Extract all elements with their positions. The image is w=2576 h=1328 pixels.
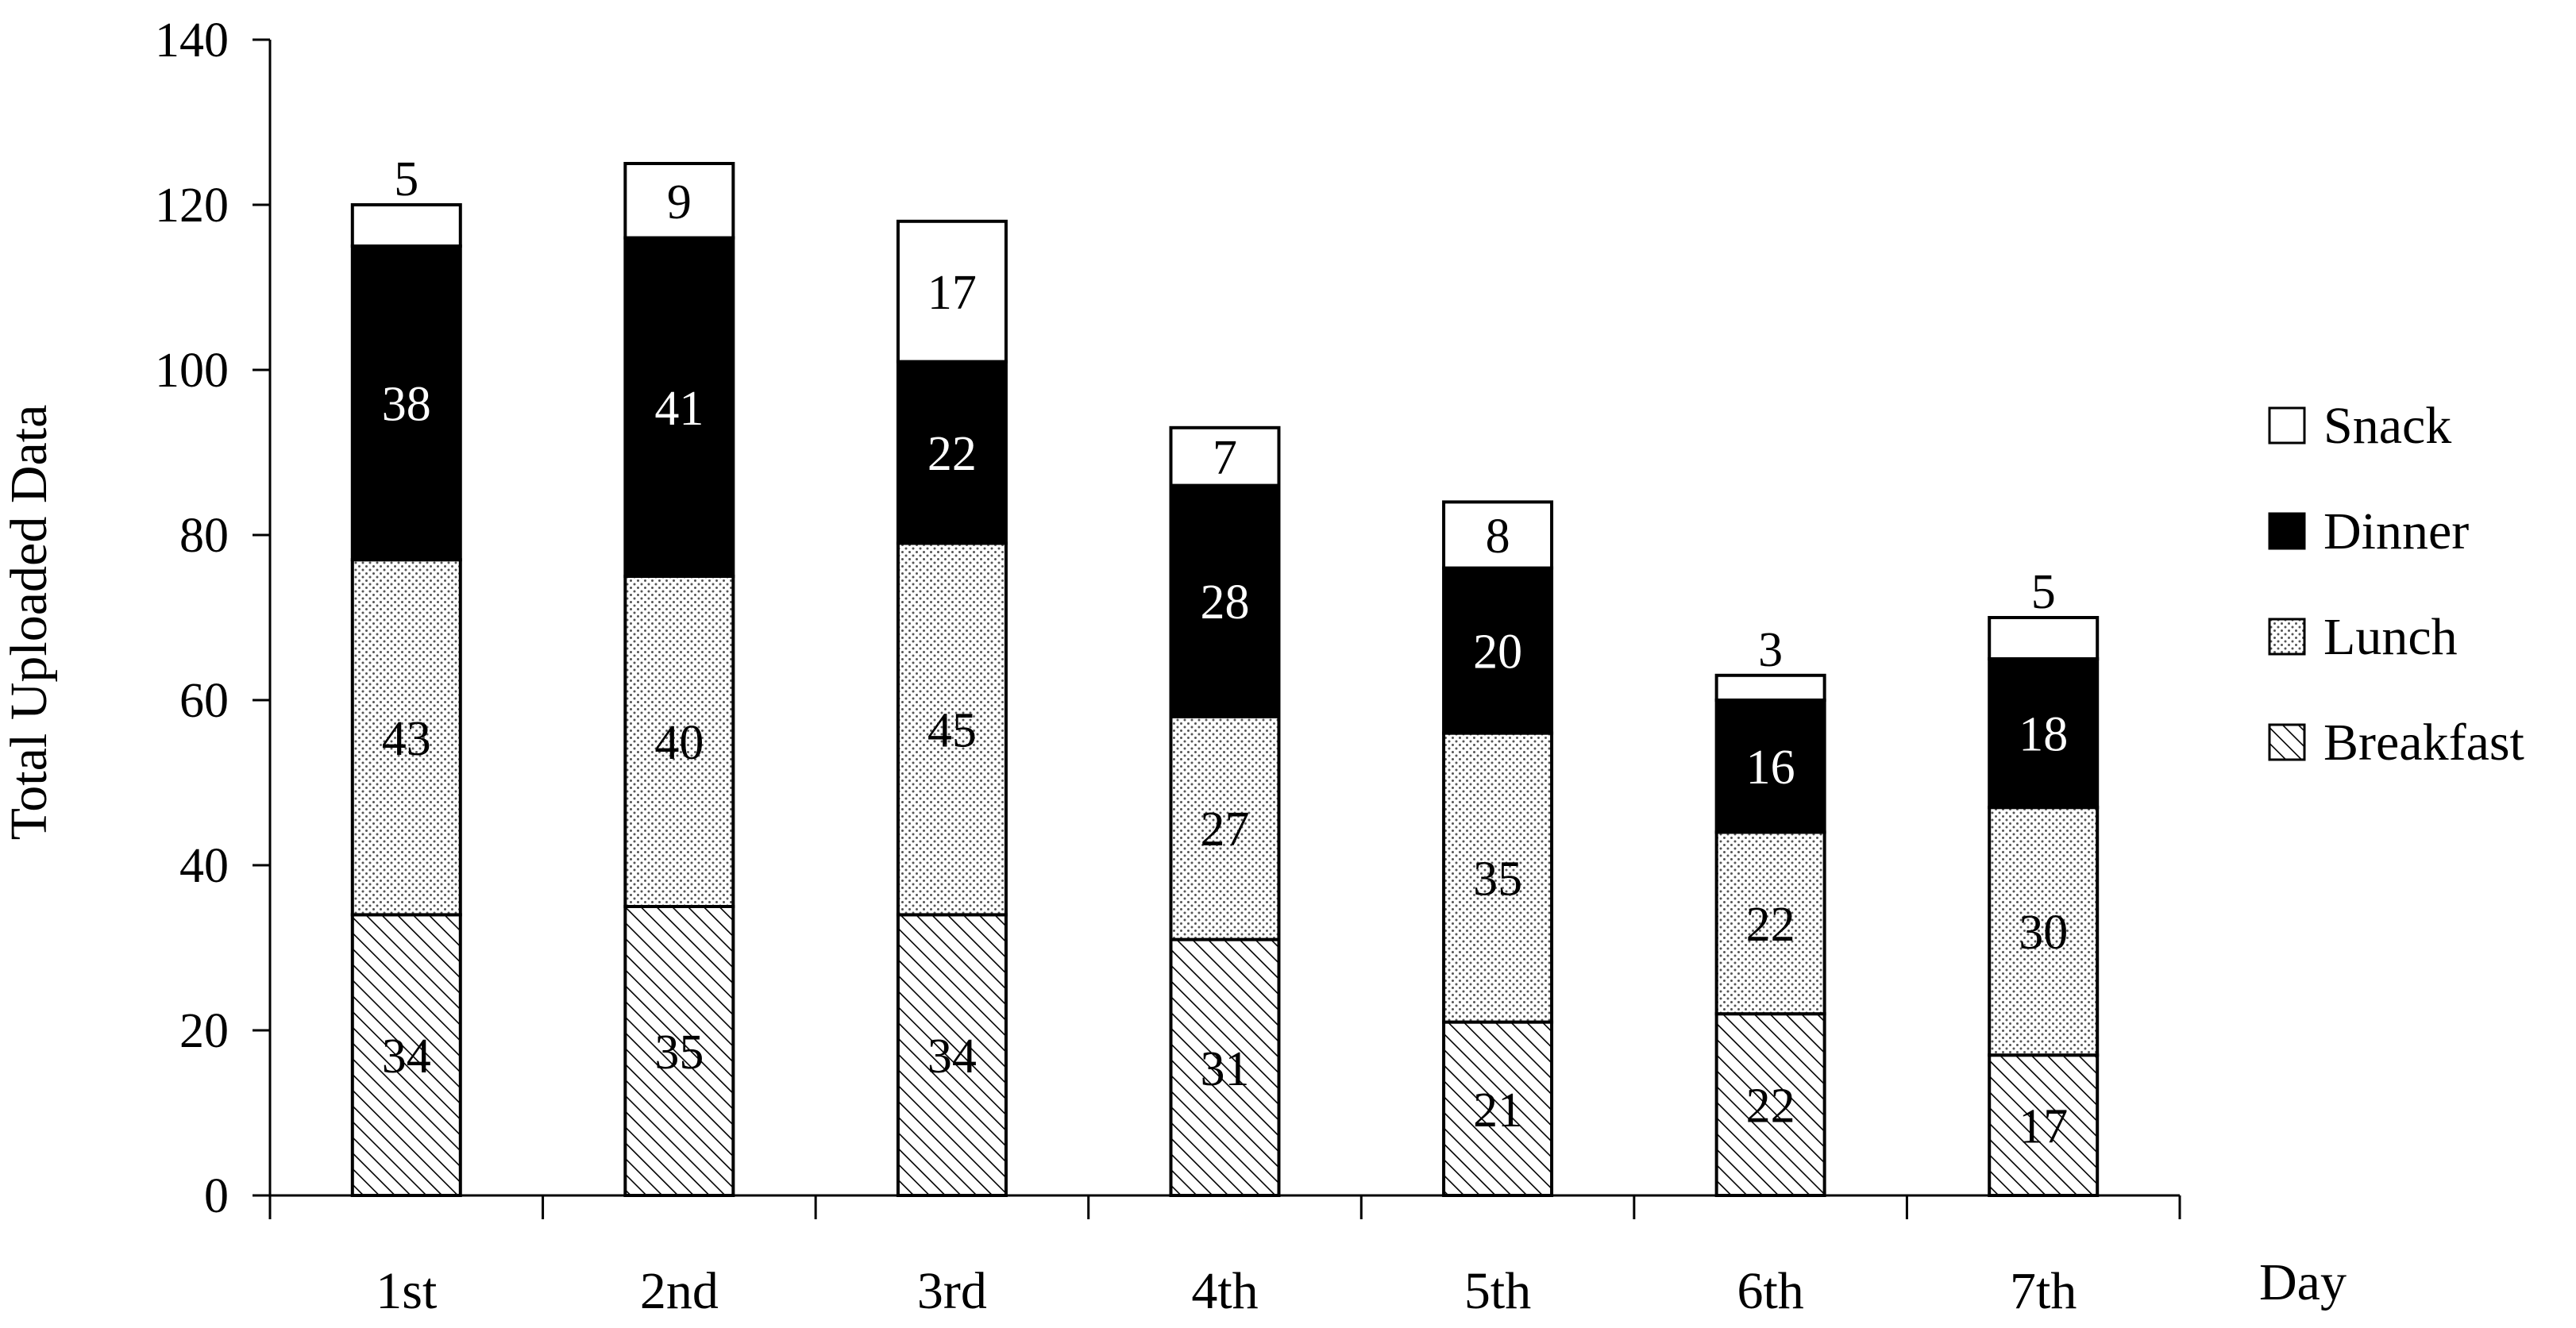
x-category-label: 4th	[1191, 1262, 1258, 1320]
bar-lunch	[1169, 714, 1281, 941]
bar-lunch	[1988, 806, 2100, 1057]
bar-stack-4th: 31 27 28 7	[1169, 425, 1281, 1197]
bar-snack	[1988, 616, 2100, 660]
data-label: 3	[1758, 623, 1783, 677]
data-label: 30	[2019, 906, 2068, 960]
x-axis-title: Day	[2259, 1253, 2347, 1311]
data-label: 5	[2031, 565, 2056, 619]
legend-swatch	[2268, 618, 2306, 656]
bar-stack-6th: 22 22 16 3	[1714, 623, 1826, 1197]
y-tick-label: 40	[179, 839, 229, 893]
legend-swatch	[2268, 406, 2306, 445]
bar-breakfast	[1442, 1020, 1554, 1197]
bar-dinner	[896, 360, 1008, 545]
data-label: 17	[927, 266, 977, 320]
bar-stack-1st: 34 43 38 5	[350, 152, 462, 1198]
legend-label: Breakfast	[2323, 714, 2524, 772]
legend-item-snack: Snack	[2268, 397, 2451, 455]
y-tick-label: 100	[155, 344, 229, 398]
data-label: 31	[1201, 1042, 1250, 1096]
bar-breakfast	[623, 905, 735, 1197]
data-label: 40	[654, 716, 704, 770]
bar-snack	[1714, 673, 1826, 702]
bar-snack	[896, 219, 1008, 364]
x-category-label: 7th	[2010, 1262, 2077, 1320]
data-label: 38	[382, 378, 431, 432]
x-category-label: 3rd	[917, 1262, 987, 1320]
data-label: 43	[382, 712, 431, 766]
bar-lunch	[1714, 830, 1826, 1016]
data-label: 34	[382, 1030, 431, 1084]
data-label: 45	[927, 703, 977, 757]
data-label: 27	[1201, 803, 1250, 856]
data-label: 16	[1746, 741, 1795, 795]
data-label: 35	[654, 1026, 704, 1080]
bar-dinner	[1442, 566, 1554, 735]
y-tick-label: 60	[179, 674, 229, 728]
bar-lunch	[1442, 731, 1554, 1024]
data-label: 28	[1201, 575, 1250, 629]
data-label: 34	[927, 1030, 977, 1084]
data-label: 9	[667, 175, 692, 229]
data-label: 35	[1473, 853, 1522, 907]
plot-area: 3443385354041934452217312728721352082222…	[350, 152, 2100, 1198]
bar-breakfast	[350, 913, 462, 1198]
data-label: 22	[927, 427, 977, 481]
bar-stack-7th: 17 30 18 5	[1988, 565, 2100, 1197]
legend-item-lunch: Lunch	[2268, 608, 2458, 666]
legend-item-breakfast: Breakfast	[2268, 714, 2524, 772]
data-label: 22	[1746, 1080, 1795, 1134]
data-label: 22	[1746, 898, 1795, 952]
data-label: 17	[2019, 1100, 2068, 1154]
bar-snack	[1169, 425, 1281, 487]
bar-snack	[623, 162, 735, 240]
y-tick-label: 120	[155, 179, 229, 233]
x-axis: 1st 2nd 3rd 4th 5th 6th 7th	[268, 1194, 2181, 1320]
data-label: 20	[1473, 626, 1522, 679]
bar-lunch	[896, 541, 1008, 917]
bar-dinner	[1988, 657, 2100, 810]
x-category-label: 2nd	[640, 1262, 719, 1320]
bar-breakfast	[896, 913, 1008, 1198]
bar-stack-2nd: 35 40 41 9	[623, 162, 735, 1197]
y-tick-label: 20	[179, 1004, 229, 1058]
y-tick-label: 0	[204, 1169, 229, 1223]
bar-lunch	[623, 575, 735, 908]
x-category-label: 6th	[1737, 1262, 1803, 1320]
x-category-label: 1st	[376, 1262, 437, 1320]
bar-breakfast	[1714, 1012, 1826, 1197]
bar-snack	[350, 203, 462, 248]
legend: Snack Dinner Lunch Breakfast	[2268, 397, 2524, 772]
data-label: 8	[1486, 510, 1510, 564]
y-tick-label: 80	[179, 509, 229, 563]
bar-dinner	[623, 236, 735, 578]
y-tick-label: 140	[155, 13, 229, 67]
bar-stack-3rd: 34 45 22 17	[896, 219, 1008, 1198]
bar-stack-5th: 21 35 20 8	[1442, 500, 1554, 1197]
legend-label: Lunch	[2323, 608, 2458, 666]
legend-label: Snack	[2323, 397, 2451, 455]
legend-item-dinner: Dinner	[2268, 502, 2469, 560]
bar-breakfast	[1988, 1053, 2100, 1197]
legend-swatch	[2268, 723, 2306, 761]
data-label: 41	[654, 382, 704, 436]
y-axis-title: Total Uploaded Data	[0, 405, 58, 841]
bar-snack	[1442, 500, 1554, 570]
legend-label: Dinner	[2323, 502, 2469, 560]
legend-swatch	[2268, 512, 2306, 550]
data-label: 7	[1213, 431, 1237, 485]
data-label: 18	[2019, 708, 2068, 762]
data-label: 5	[394, 152, 418, 206]
y-axis: 0 20 40 60 80 100 120 140	[155, 13, 272, 1223]
data-label: 21	[1473, 1084, 1522, 1137]
bar-breakfast	[1169, 937, 1281, 1197]
bar-lunch	[350, 558, 462, 917]
x-category-label: 5th	[1464, 1262, 1531, 1320]
